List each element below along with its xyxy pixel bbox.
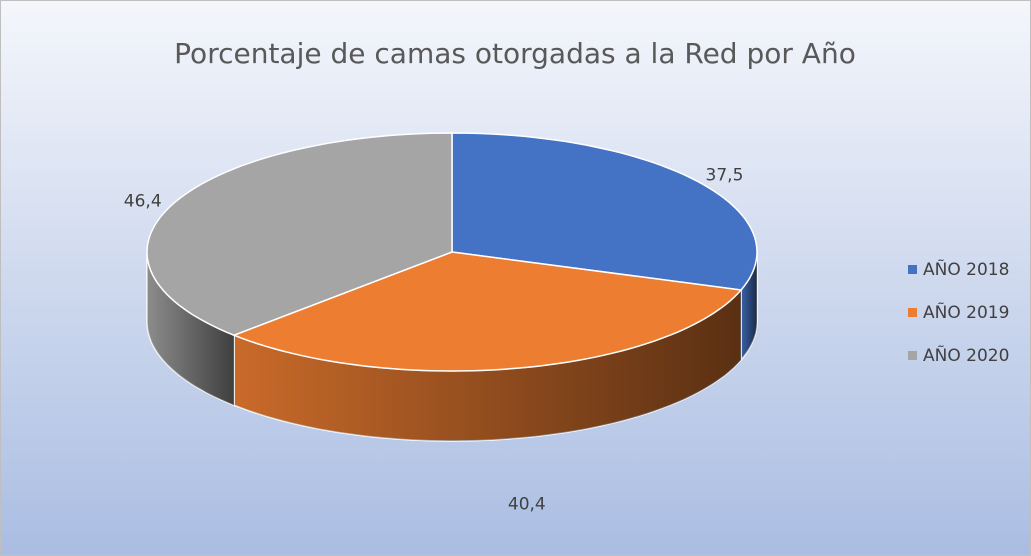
legend-label: AÑO 2018: [923, 258, 1009, 280]
legend-marker: [908, 308, 917, 317]
legend-marker: [908, 265, 917, 274]
pie-tops: [146, 132, 758, 372]
data-label: 37,5: [706, 166, 744, 186]
pie-side-shade: [741, 252, 757, 360]
legend-label: AÑO 2020: [923, 344, 1009, 366]
pie-slice: [231, 251, 743, 372]
pie-slice: [146, 132, 453, 337]
legend-marker: [908, 351, 917, 360]
pie-side-shade: [147, 252, 234, 406]
pie-side-shade: [234, 290, 742, 441]
chart-title: Porcentaje de camas otorgadas a la Red p…: [174, 37, 856, 70]
data-label: 40,4: [508, 495, 546, 515]
labels: 37,5 AÑO 2018 40,4 AÑO 2019 46,4 AÑO 2020: [124, 166, 1010, 515]
data-label: 46,4: [124, 191, 162, 211]
pie-slice: [451, 132, 758, 291]
legend-label: AÑO 2019: [923, 301, 1009, 323]
